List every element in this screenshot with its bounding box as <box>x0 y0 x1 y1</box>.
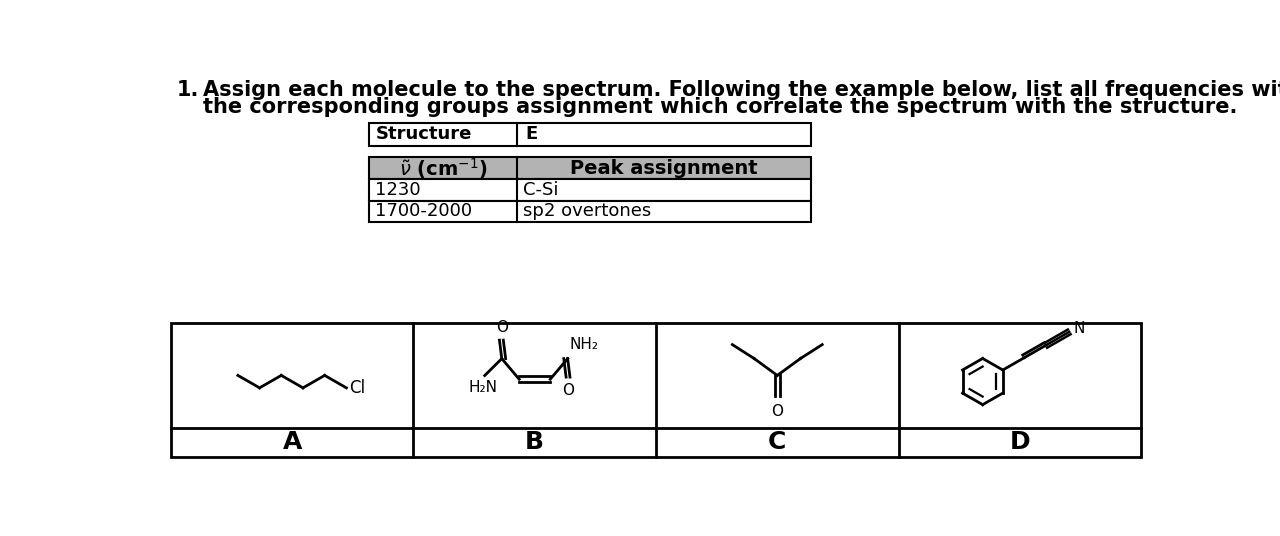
Text: Structure: Structure <box>375 125 472 144</box>
Text: 1700-2000: 1700-2000 <box>375 203 472 220</box>
Bar <box>369 200 812 222</box>
Text: E: E <box>526 125 538 144</box>
Bar <box>170 323 1142 457</box>
Bar <box>369 123 812 146</box>
Text: N: N <box>1073 321 1084 336</box>
Text: H₂N: H₂N <box>468 380 498 395</box>
Text: B: B <box>525 430 544 455</box>
Text: Peak assignment: Peak assignment <box>570 159 758 178</box>
Text: O: O <box>562 383 573 398</box>
Bar <box>369 158 812 179</box>
Text: D: D <box>1010 430 1030 455</box>
Text: Cl: Cl <box>348 379 365 397</box>
Bar <box>369 179 812 200</box>
Text: O: O <box>497 320 508 335</box>
Text: $\tilde{\nu}$ (cm$^{-1}$): $\tilde{\nu}$ (cm$^{-1}$) <box>398 156 488 181</box>
Text: NH₂: NH₂ <box>570 338 598 353</box>
Text: sp2 overtones: sp2 overtones <box>522 203 652 220</box>
Text: O: O <box>772 404 783 419</box>
Text: C: C <box>768 430 786 455</box>
Text: the corresponding groups assignment which correlate the spectrum with the struct: the corresponding groups assignment whic… <box>202 98 1236 117</box>
Text: 1.: 1. <box>177 80 200 100</box>
Text: C-Si: C-Si <box>522 181 558 199</box>
Text: 1230: 1230 <box>375 181 421 199</box>
Text: Assign each molecule to the spectrum. Following the example below, list all freq: Assign each molecule to the spectrum. Fo… <box>202 80 1280 100</box>
Text: A: A <box>283 430 302 455</box>
